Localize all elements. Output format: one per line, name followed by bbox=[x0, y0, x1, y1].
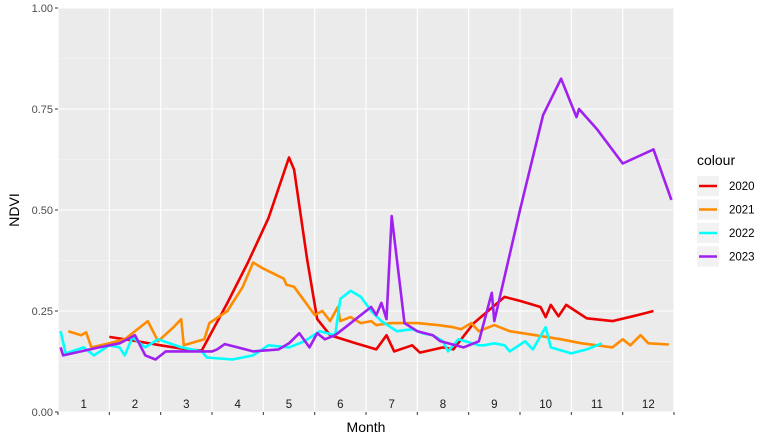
y-tick-label: 0.50 bbox=[32, 205, 53, 217]
x-tick-label: 1 bbox=[80, 399, 86, 411]
legend: colour 2020 2021 2022 2023 bbox=[697, 152, 755, 267]
legend-label-2021: 2021 bbox=[729, 205, 755, 217]
x-tick-label: 5 bbox=[286, 399, 292, 411]
y-tick-label: 0.25 bbox=[32, 306, 53, 318]
series-line-2023 bbox=[59, 77, 673, 361]
x-tick-label: 4 bbox=[234, 399, 241, 411]
x-tick-label: 2 bbox=[132, 399, 138, 411]
legend-label-2023: 2023 bbox=[729, 252, 755, 264]
y-tick-label: 1.00 bbox=[32, 3, 53, 15]
legend-label-2020: 2020 bbox=[729, 181, 755, 193]
y-tick-label: 0.00 bbox=[32, 407, 53, 419]
series-line-2020 bbox=[109, 156, 654, 354]
axes: 0.000.250.500.751.001 2 3 4 5 6 7 8 9 10 11 12 bbox=[32, 3, 675, 419]
series-lines bbox=[59, 77, 673, 361]
x-tick-label: 6 bbox=[337, 399, 343, 411]
x-tick-label: 7 bbox=[388, 399, 394, 411]
series-line-2021 bbox=[67, 261, 669, 349]
legend-label-2022: 2022 bbox=[729, 228, 755, 240]
x-tick-label: 11 bbox=[591, 399, 603, 411]
x-tick-label: 12 bbox=[642, 399, 655, 411]
x-tick-label: 8 bbox=[440, 399, 446, 411]
x-tick-label: 3 bbox=[183, 399, 189, 411]
x-tick-label: 10 bbox=[539, 399, 552, 411]
x-tick-label: 9 bbox=[491, 399, 497, 411]
y-axis-title: NDVI bbox=[6, 193, 22, 226]
y-tick-label: 0.75 bbox=[32, 104, 53, 116]
x-axis-title: Month bbox=[347, 419, 386, 435]
legend-title: colour bbox=[697, 152, 735, 168]
